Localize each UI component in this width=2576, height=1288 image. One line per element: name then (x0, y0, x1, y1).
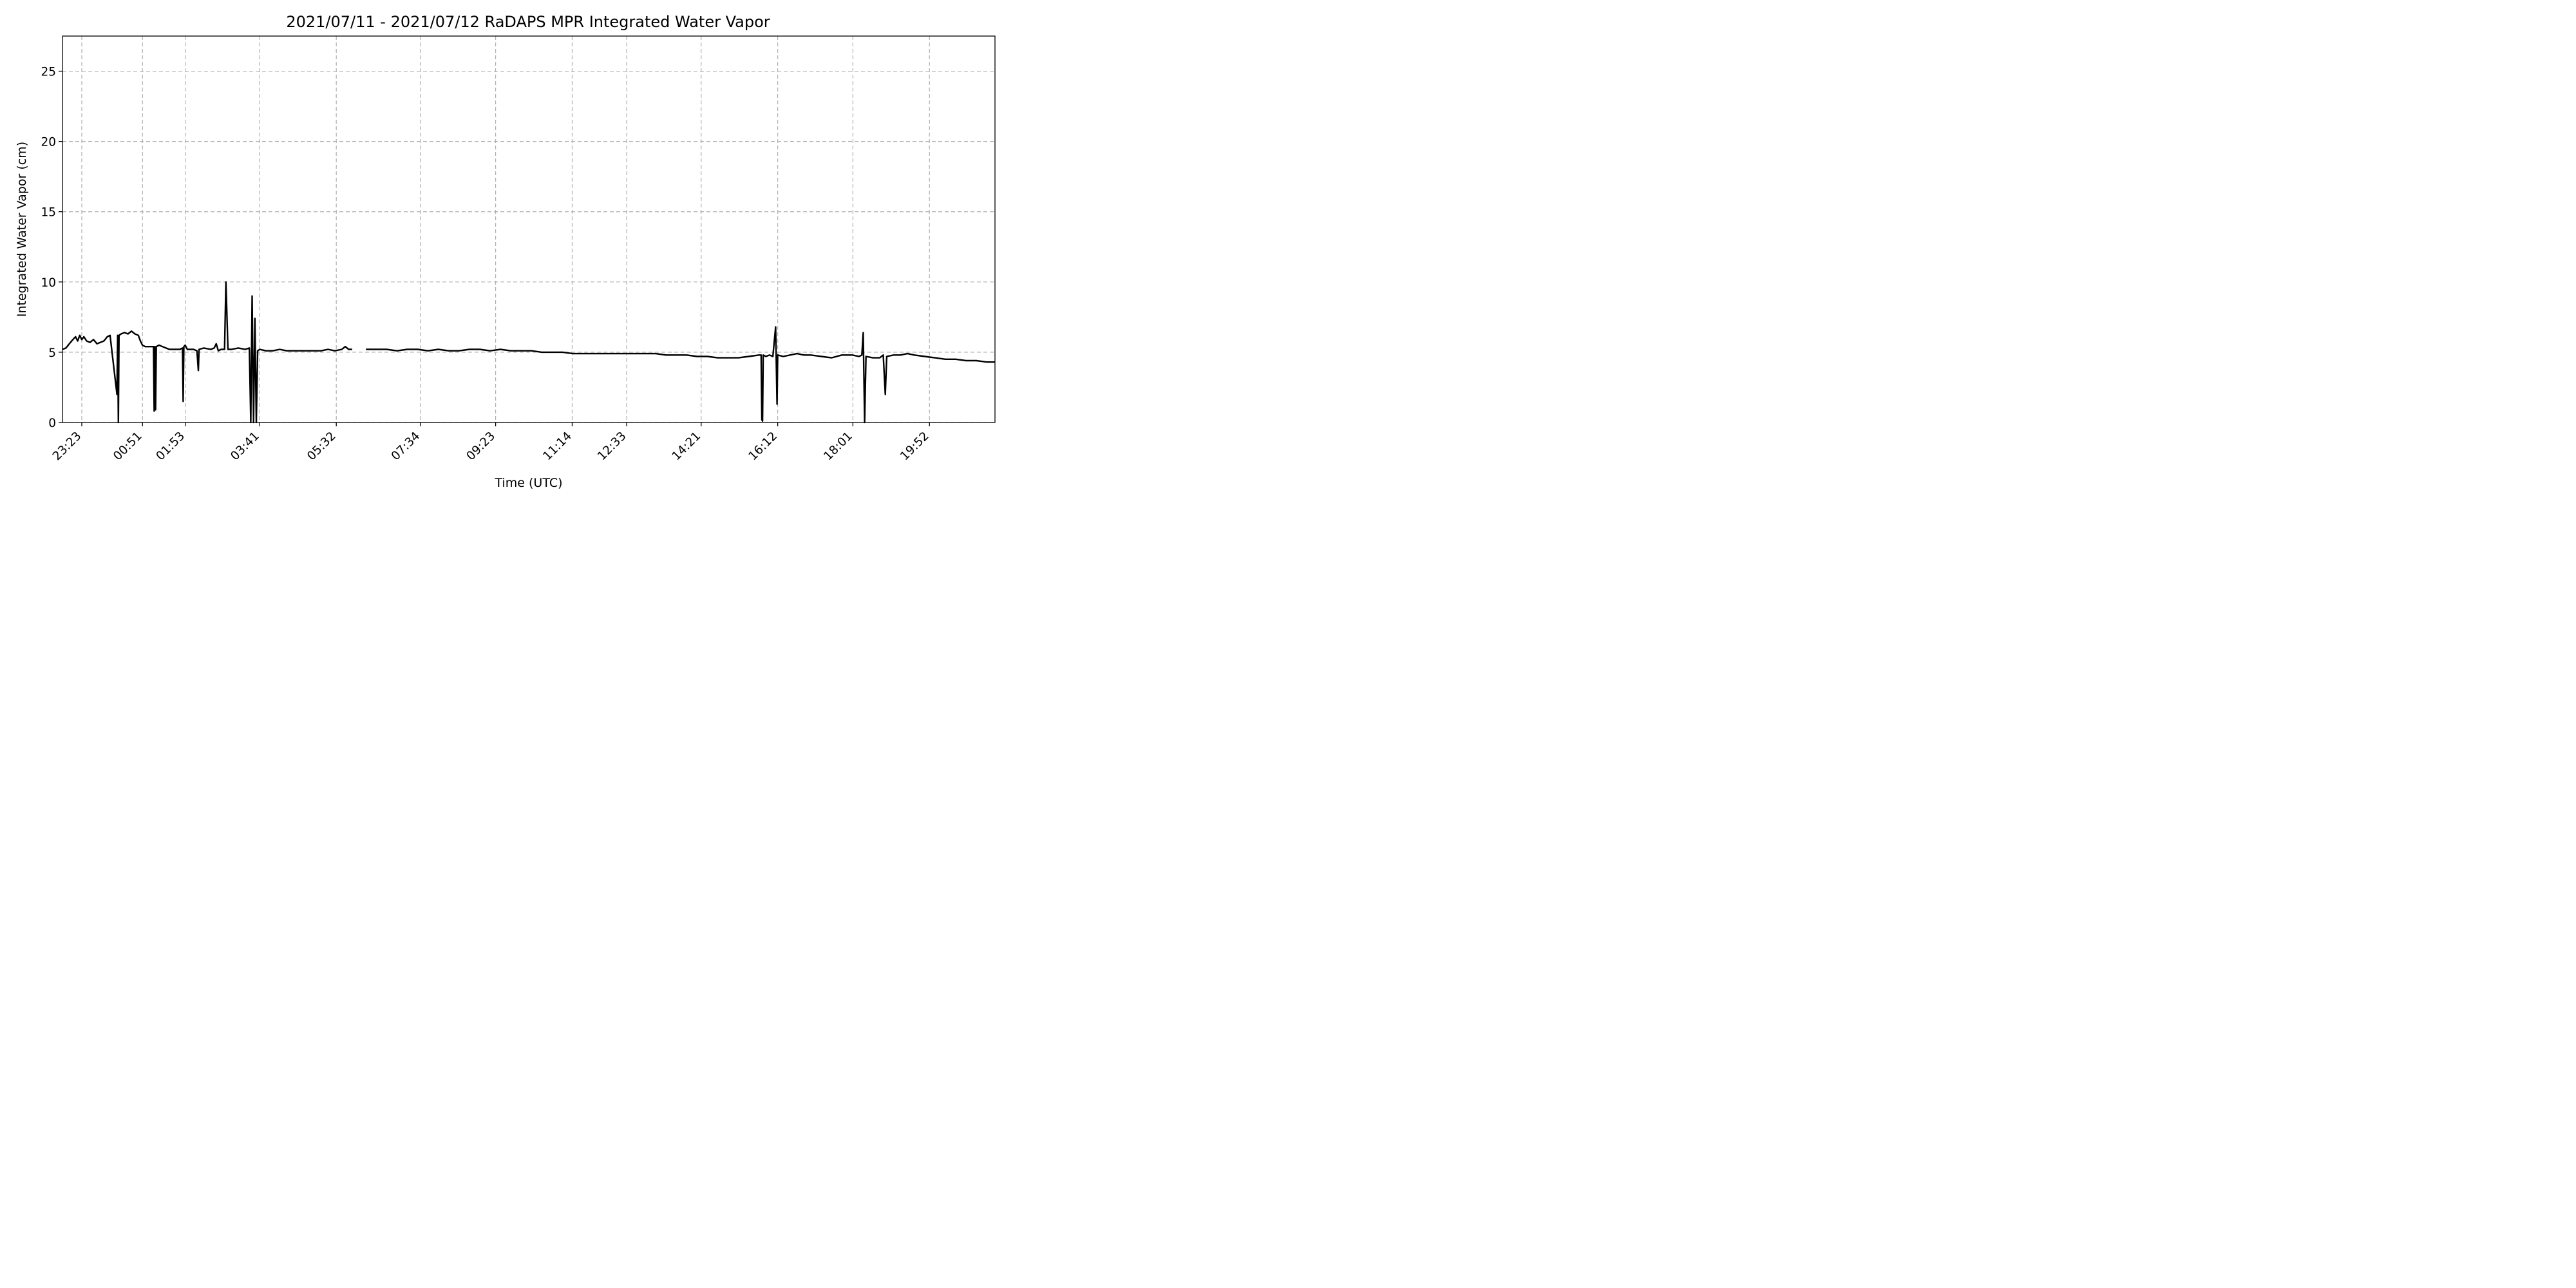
x-tick-label: 03:41 (228, 430, 262, 464)
x-tick-label: 07:34 (389, 430, 423, 464)
x-tick-label: 23:23 (50, 430, 84, 464)
x-tick-label: 18:01 (821, 430, 855, 464)
y-axis: 0 5 10 15 20 25 (41, 66, 62, 430)
x-tick-label: 16:12 (746, 430, 781, 464)
x-tick-label: 11:14 (540, 430, 574, 464)
x-tick-label: 14:21 (670, 430, 704, 464)
x-axis: 23:23 00:51 01:53 03:41 05:32 07:34 09:23 11:14… (50, 422, 932, 463)
x-tick-label: 00:51 (111, 430, 145, 464)
x-tick-label: 01:53 (154, 430, 188, 464)
grid (62, 36, 995, 423)
y-tick-label: 15 (41, 206, 56, 220)
y-tick-label: 10 (41, 276, 56, 290)
x-tick-label: 05:32 (305, 430, 339, 464)
series-line (366, 326, 995, 424)
x-tick-label: 19:52 (898, 430, 932, 464)
x-tick-label: 12:33 (595, 430, 629, 464)
x-tick-label: 09:23 (464, 430, 498, 464)
chart-title: 2021/07/11 - 2021/07/12 RaDAPS MPR Integ… (286, 13, 770, 31)
line-chart: 2021/07/11 - 2021/07/12 RaDAPS MPR Integ… (15, 13, 996, 490)
y-tick-label: 25 (41, 66, 56, 79)
y-tick-label: 20 (41, 136, 56, 149)
series-layer (62, 281, 995, 424)
plot-frame (62, 35, 996, 423)
y-tick-label: 0 (48, 417, 56, 430)
series-line (62, 281, 352, 424)
y-tick-label: 5 (48, 346, 56, 360)
x-axis-label: Time (UTC) (494, 476, 562, 490)
y-axis-label: Integrated Water Vapor (cm) (15, 142, 29, 317)
